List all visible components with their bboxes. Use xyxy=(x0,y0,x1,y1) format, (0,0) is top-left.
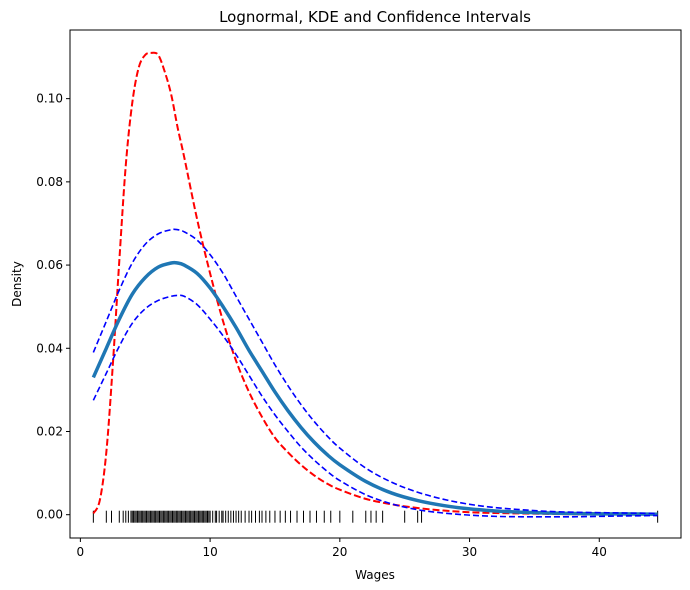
series-group xyxy=(91,51,659,523)
x-tick-label: 10 xyxy=(202,545,217,559)
x-tick-label: 40 xyxy=(592,545,607,559)
y-tick-label: 0.00 xyxy=(36,508,63,522)
plot-area xyxy=(91,51,659,523)
y-tick-label: 0.02 xyxy=(36,424,63,438)
x-tick-label: 0 xyxy=(77,545,85,559)
axes-frame xyxy=(69,29,682,539)
x-tick-label: 30 xyxy=(462,545,477,559)
y-tick-label: 0.10 xyxy=(36,92,63,106)
x-tick-label: 20 xyxy=(332,545,347,559)
series-line-0 xyxy=(92,51,658,516)
chart-title: Lognormal, KDE and Confidence Intervals xyxy=(219,8,531,26)
y-tick-label: 0.04 xyxy=(36,341,63,355)
axis-ticks: 0 10 20 30 40 0.00 0.02 0.04 0.06 0.08 0.10 xyxy=(36,92,607,559)
series-line-2 xyxy=(92,228,658,515)
series-line-3 xyxy=(92,294,658,518)
y-tick-label: 0.06 xyxy=(36,258,63,272)
y-tick-label: 0.08 xyxy=(36,175,63,189)
y-axis-label: Density xyxy=(10,261,24,307)
x-axis-label: Wages xyxy=(355,568,395,582)
series-line-1 xyxy=(91,260,658,517)
